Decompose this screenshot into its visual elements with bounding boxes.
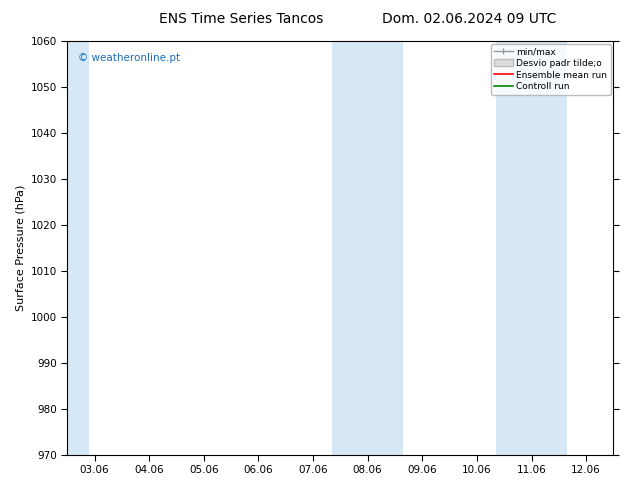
Text: Dom. 02.06.2024 09 UTC: Dom. 02.06.2024 09 UTC <box>382 12 557 26</box>
Y-axis label: Surface Pressure (hPa): Surface Pressure (hPa) <box>15 185 25 311</box>
Text: ENS Time Series Tancos: ENS Time Series Tancos <box>158 12 323 26</box>
Bar <box>332 41 368 455</box>
Bar <box>368 41 403 455</box>
Bar <box>496 41 531 455</box>
Text: © weatheronline.pt: © weatheronline.pt <box>78 53 180 64</box>
Bar <box>531 41 567 455</box>
Bar <box>67 41 89 455</box>
Legend: min/max, Desvio padr tilde;o, Ensemble mean run, Controll run: min/max, Desvio padr tilde;o, Ensemble m… <box>491 44 611 95</box>
